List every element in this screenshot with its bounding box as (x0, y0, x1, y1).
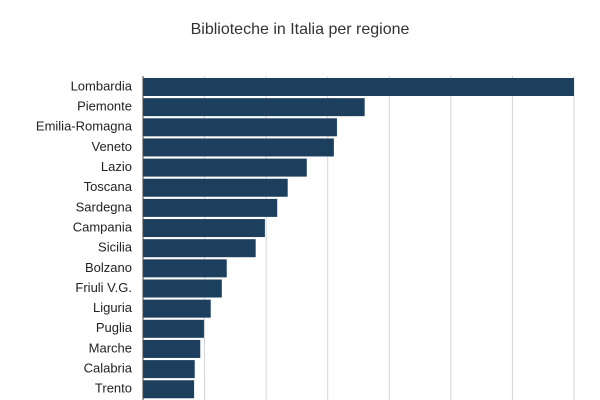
y-tick-label: Lombardia (71, 78, 133, 93)
bar (143, 239, 256, 258)
bar (143, 138, 334, 157)
y-tick-label: Bolzano (85, 260, 132, 275)
y-tick-label: Friuli V.G. (75, 280, 132, 295)
bar (143, 198, 278, 217)
y-tick-label: Campania (73, 219, 133, 234)
bar (143, 339, 201, 358)
bar (143, 380, 195, 399)
y-tick-label: Emilia-Romagna (36, 119, 133, 134)
bar (143, 98, 365, 117)
y-tick-label: Toscana (84, 179, 133, 194)
bar (143, 178, 288, 197)
bar (143, 78, 574, 96)
y-tick-label: Puglia (96, 320, 133, 335)
bar (143, 360, 195, 379)
bar (143, 319, 204, 338)
y-tick-label: Trento (95, 381, 132, 396)
y-tick-label: Sardegna (76, 199, 133, 214)
y-tick-label: Marche (89, 340, 132, 355)
y-tick-label: Lazio (101, 159, 132, 174)
y-tick-label: Sicilia (98, 240, 133, 255)
bar (143, 158, 307, 177)
y-tick-label: Liguria (93, 300, 133, 315)
bar (143, 279, 222, 298)
y-tick-label: Veneto (92, 139, 133, 154)
chart-title: Biblioteche in Italia per regione (191, 21, 410, 38)
y-tick-label: Calabria (84, 361, 133, 376)
bar (143, 299, 211, 318)
bar (143, 118, 337, 137)
bar (143, 259, 227, 278)
y-tick-label: Piemonte (77, 99, 132, 114)
bar (143, 219, 265, 238)
